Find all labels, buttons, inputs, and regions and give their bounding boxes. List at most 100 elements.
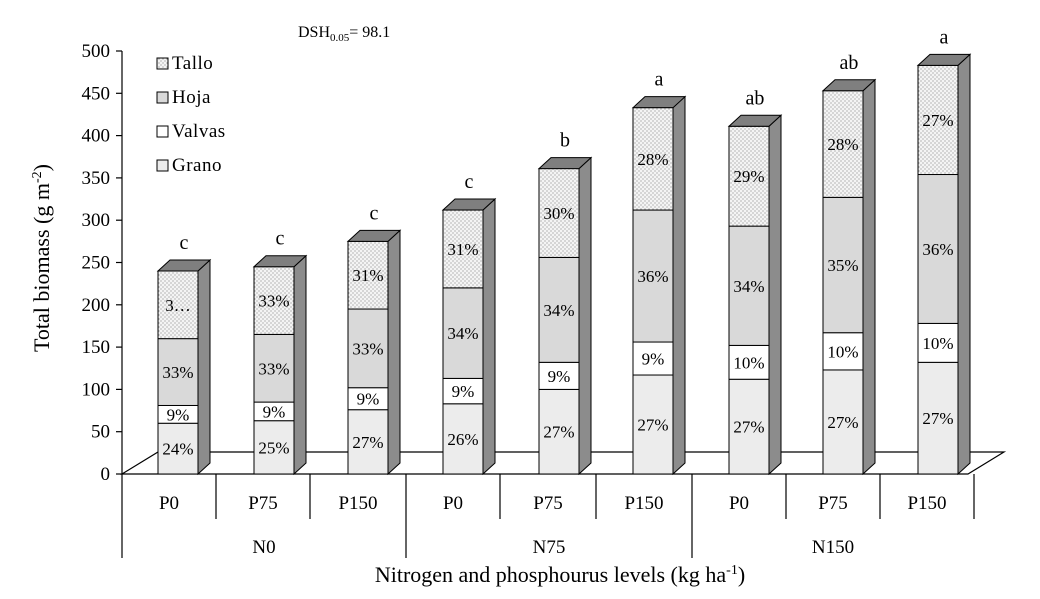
bar-segment [728, 225, 770, 346]
bar-segment [347, 409, 389, 475]
y-tick-label: 250 [82, 253, 111, 274]
y-tick-label: 350 [82, 168, 111, 189]
y-tick-label: 500 [82, 41, 111, 62]
bar-segment [347, 308, 389, 389]
segment-percent-label: 33% [352, 339, 383, 358]
group-label: N75 [533, 537, 566, 558]
bar-side-face [768, 114, 782, 476]
category-label: P150 [624, 493, 663, 514]
y-tick-label: 0 [101, 464, 111, 485]
segment-percent-label: 35% [827, 256, 858, 275]
legend-swatch [156, 159, 169, 172]
segment-percent-label: 26% [447, 430, 478, 449]
x-axis-title: Nitrogen and phosphourus levels (kg ha-1… [375, 562, 745, 587]
category-label: P150 [907, 493, 946, 514]
segment-percent-label: 9% [167, 405, 190, 424]
bar-segment [157, 338, 199, 406]
segment-percent-label: 25% [258, 438, 289, 457]
bar-side-face [197, 258, 211, 476]
segment-percent-label: 9% [548, 367, 571, 386]
bar-segment [632, 341, 674, 376]
bar-segment [538, 168, 580, 258]
segment-percent-label: 9% [452, 382, 475, 401]
segment-percent-label: 28% [827, 135, 858, 154]
bar-segment [632, 374, 674, 475]
significance-letter: b [560, 130, 570, 152]
segment-percent-label: 27% [543, 423, 574, 442]
segment-percent-label: 9% [357, 390, 380, 409]
legend-label: Grano [172, 155, 222, 176]
y-tick-label: 400 [82, 126, 111, 147]
segment-percent-label: 33% [258, 292, 289, 311]
bar-segment [253, 333, 295, 403]
segment-percent-label: 10% [733, 353, 764, 372]
bar-side-face [672, 95, 686, 476]
bar-segment [917, 322, 959, 363]
significance-letter: a [940, 26, 949, 48]
y-tick-label: 200 [82, 295, 111, 316]
category-table: P0 P75 P150 P0 P75 P150 P0 P75 P150 N0 N75 N150 [121, 474, 975, 558]
segment-percent-label: 31% [447, 240, 478, 259]
segment-percent-label: 27% [922, 111, 953, 130]
significance-letter: c [180, 232, 189, 254]
bar-top-face [252, 255, 308, 268]
bar-top-face [441, 198, 497, 211]
bar-segment [728, 378, 770, 475]
annotation-dsh-sub: 0.05 [330, 32, 350, 44]
segment-percent-label: 29% [733, 167, 764, 186]
group-label: N0 [252, 537, 275, 558]
bar-side-face [482, 197, 496, 476]
bar-side-face [387, 229, 401, 476]
category-label: P75 [533, 493, 563, 514]
category-label: P75 [248, 493, 278, 514]
bar-side-face [862, 78, 876, 476]
significance-letter: c [465, 171, 474, 193]
segment-percent-label: 9% [642, 350, 665, 369]
bar-top-face [346, 229, 402, 242]
bar-top-face [821, 79, 877, 92]
significance-letter: ab [840, 52, 859, 74]
bar-top-face [537, 157, 593, 170]
bar-top-face [631, 96, 687, 109]
segment-percent-label: 27% [733, 418, 764, 437]
y-axis: 0 50 100 150 200 250 300 350 400 450 500 [82, 41, 123, 485]
significance-letter: a [655, 69, 664, 91]
bar-stack: 27% 9% 34% 30% [537, 156, 593, 476]
bar-segment [632, 107, 674, 211]
category-label: P75 [818, 493, 848, 514]
segment-percent-label: 36% [637, 267, 668, 286]
bar-stack: 24% 9% 33% 3… [156, 258, 212, 476]
segment-percent-label: 33% [162, 363, 193, 382]
bar-segment [253, 420, 295, 475]
legend-label: Hoja [172, 87, 211, 108]
bar-segment [442, 287, 484, 379]
segment-percent-label: 3… [165, 296, 191, 315]
bar-top-face [727, 114, 783, 127]
segment-percent-label: 36% [922, 240, 953, 259]
bar-segment [917, 174, 959, 324]
bar-segment [442, 377, 484, 405]
legend-swatch [156, 125, 169, 138]
bar-stack: 27% 10% 34% 29% [727, 114, 783, 476]
annotation-dsh: DSH0.05= 98.1 [298, 24, 390, 44]
category-label: P0 [159, 493, 179, 514]
bar-segment [538, 388, 580, 475]
bar-segment [253, 266, 295, 335]
segment-percent-label: 33% [258, 359, 289, 378]
y-tick-label: 150 [82, 337, 111, 358]
bar-segment [347, 240, 389, 310]
segment-percent-label: 24% [162, 440, 193, 459]
category-label: P150 [338, 493, 377, 514]
group-label: N150 [812, 537, 854, 558]
bar-stack: 26% 9% 34% 31% [441, 197, 497, 476]
bar-segment [822, 90, 864, 198]
bar-side-face [957, 53, 971, 476]
segment-percent-label: 34% [543, 301, 574, 320]
legend-swatch [156, 91, 169, 104]
segment-percent-label: 10% [827, 342, 858, 361]
significance-letter: ab [746, 87, 765, 109]
category-label: P0 [729, 493, 749, 514]
bar-stack: 27% 10% 36% 27% [916, 53, 972, 476]
bars: 24% 9% 33% 3… 25% 9% 33% 33% 27% 9% 33% 31% 26% 9% 34%… [156, 53, 972, 476]
